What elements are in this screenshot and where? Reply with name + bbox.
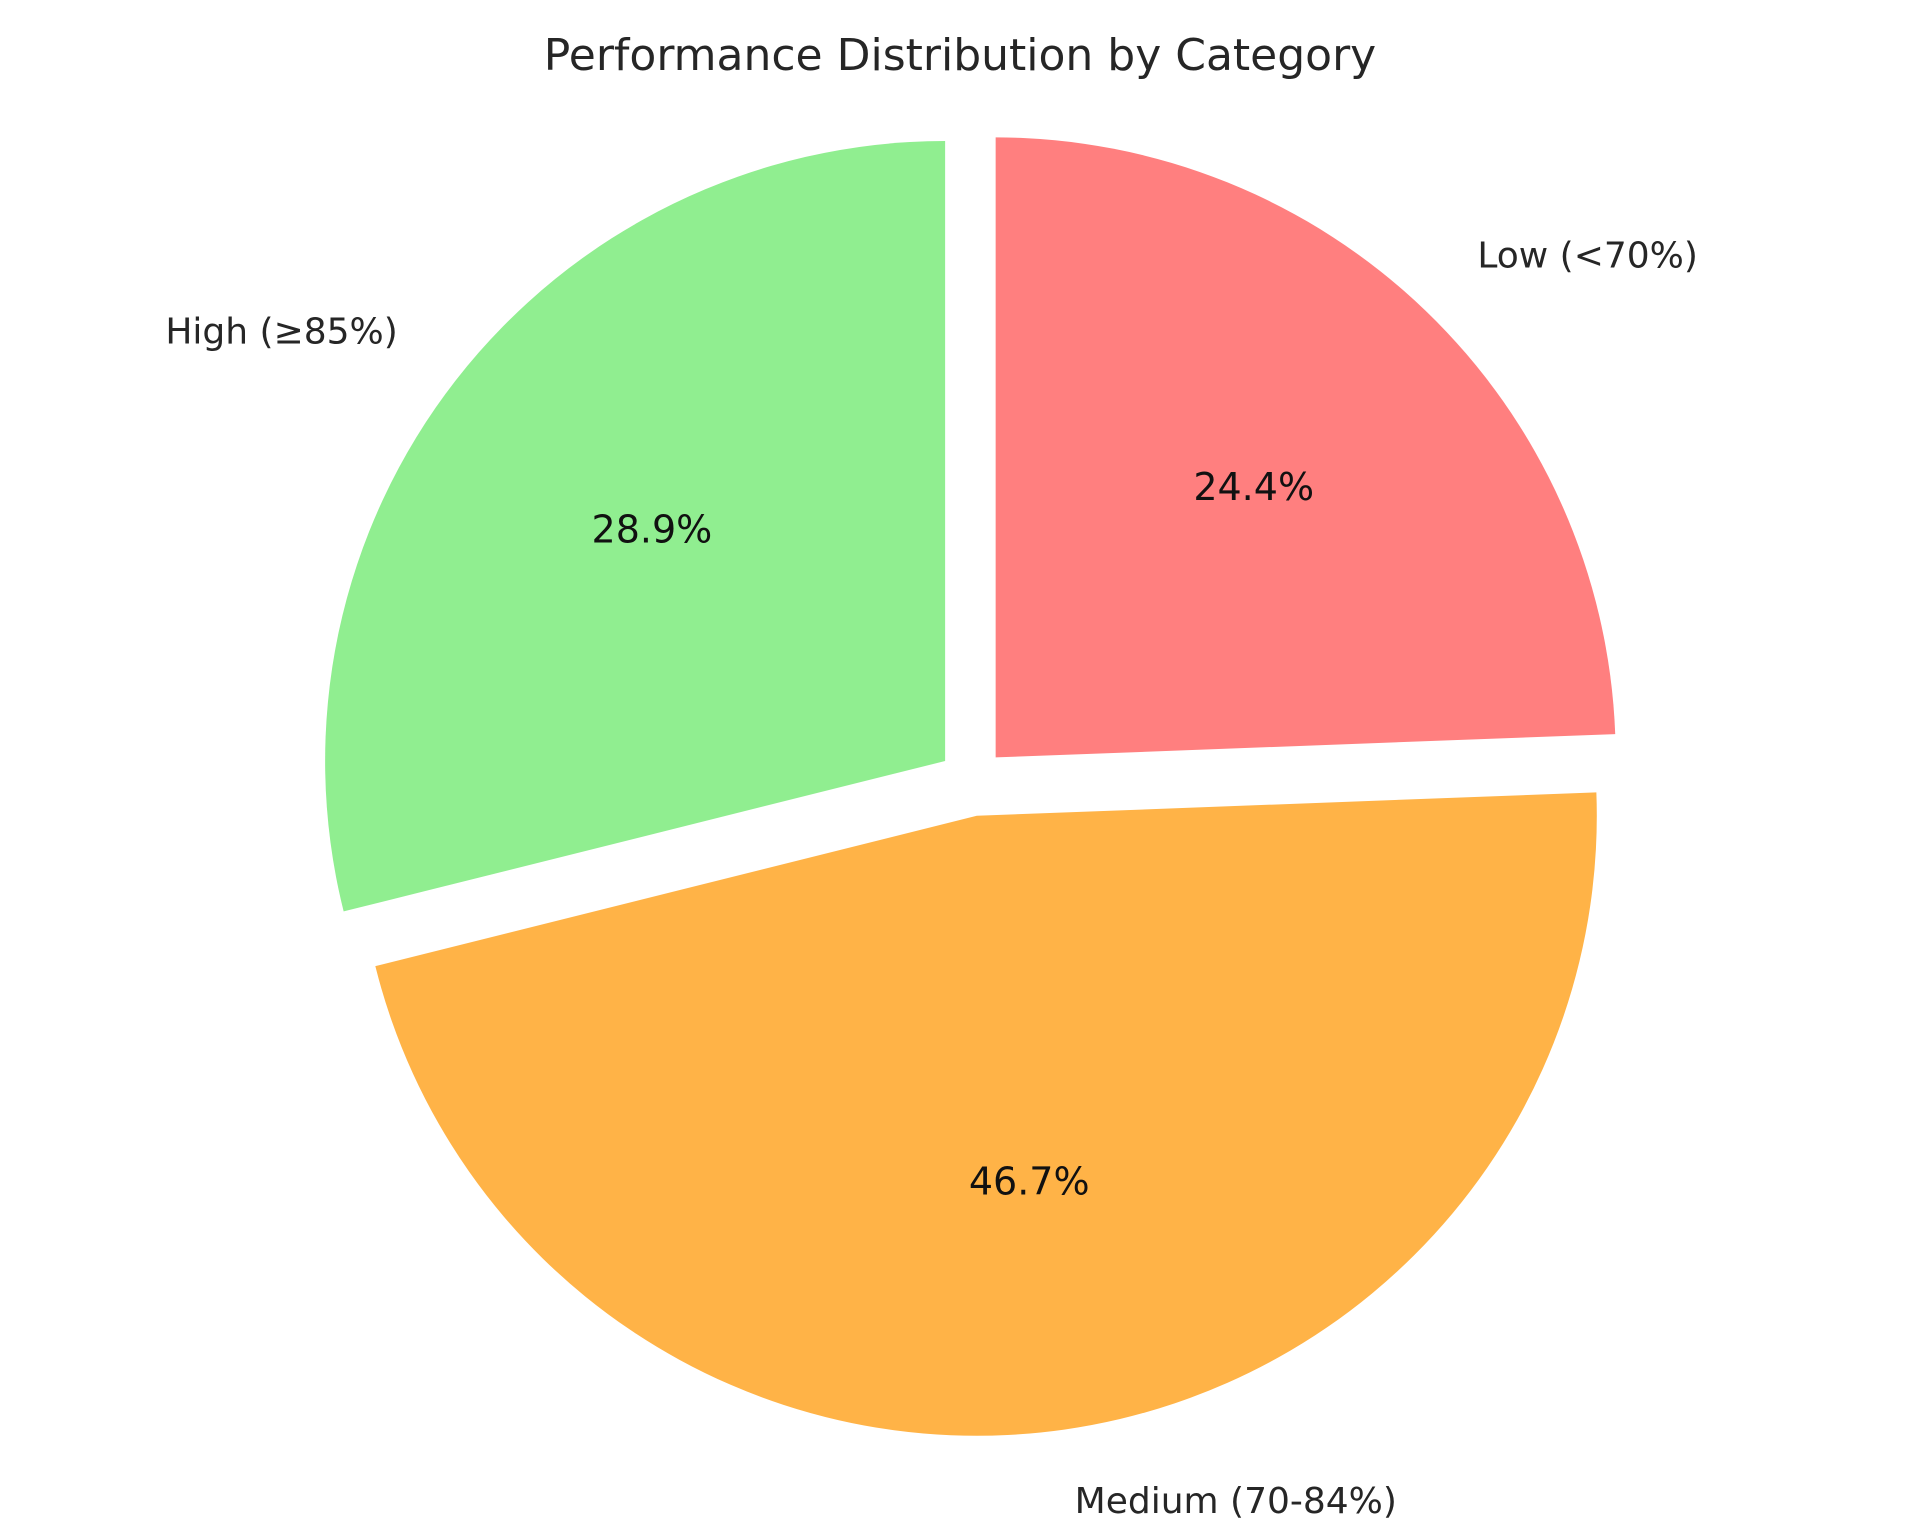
pie-slice-high-85 [325, 141, 946, 912]
pie-slice-low-70 [995, 137, 1616, 758]
pie-slice-label-low-70: Low (<70%) [1477, 235, 1698, 276]
pie-slices [325, 137, 1616, 1436]
pie-labels: 24.4% Low (<70%) 46.7% Medium (70-84%) 28.9%… [165, 235, 1698, 1520]
chart-title: Performance Distribution by Category [544, 30, 1376, 81]
pie-slice-medium-70-84 [375, 792, 1597, 1436]
pie-percent-label-medium-70-84: 46.7% [969, 1160, 1090, 1204]
pie-slice-label-medium-70-84: Medium (70-84%) [1075, 1481, 1397, 1520]
pie-slice-label-high-85: High (≥85%) [165, 312, 397, 353]
pie-percent-label-high-85: 28.9% [592, 508, 713, 552]
pie-percent-label-low-70: 24.4% [1193, 465, 1314, 509]
